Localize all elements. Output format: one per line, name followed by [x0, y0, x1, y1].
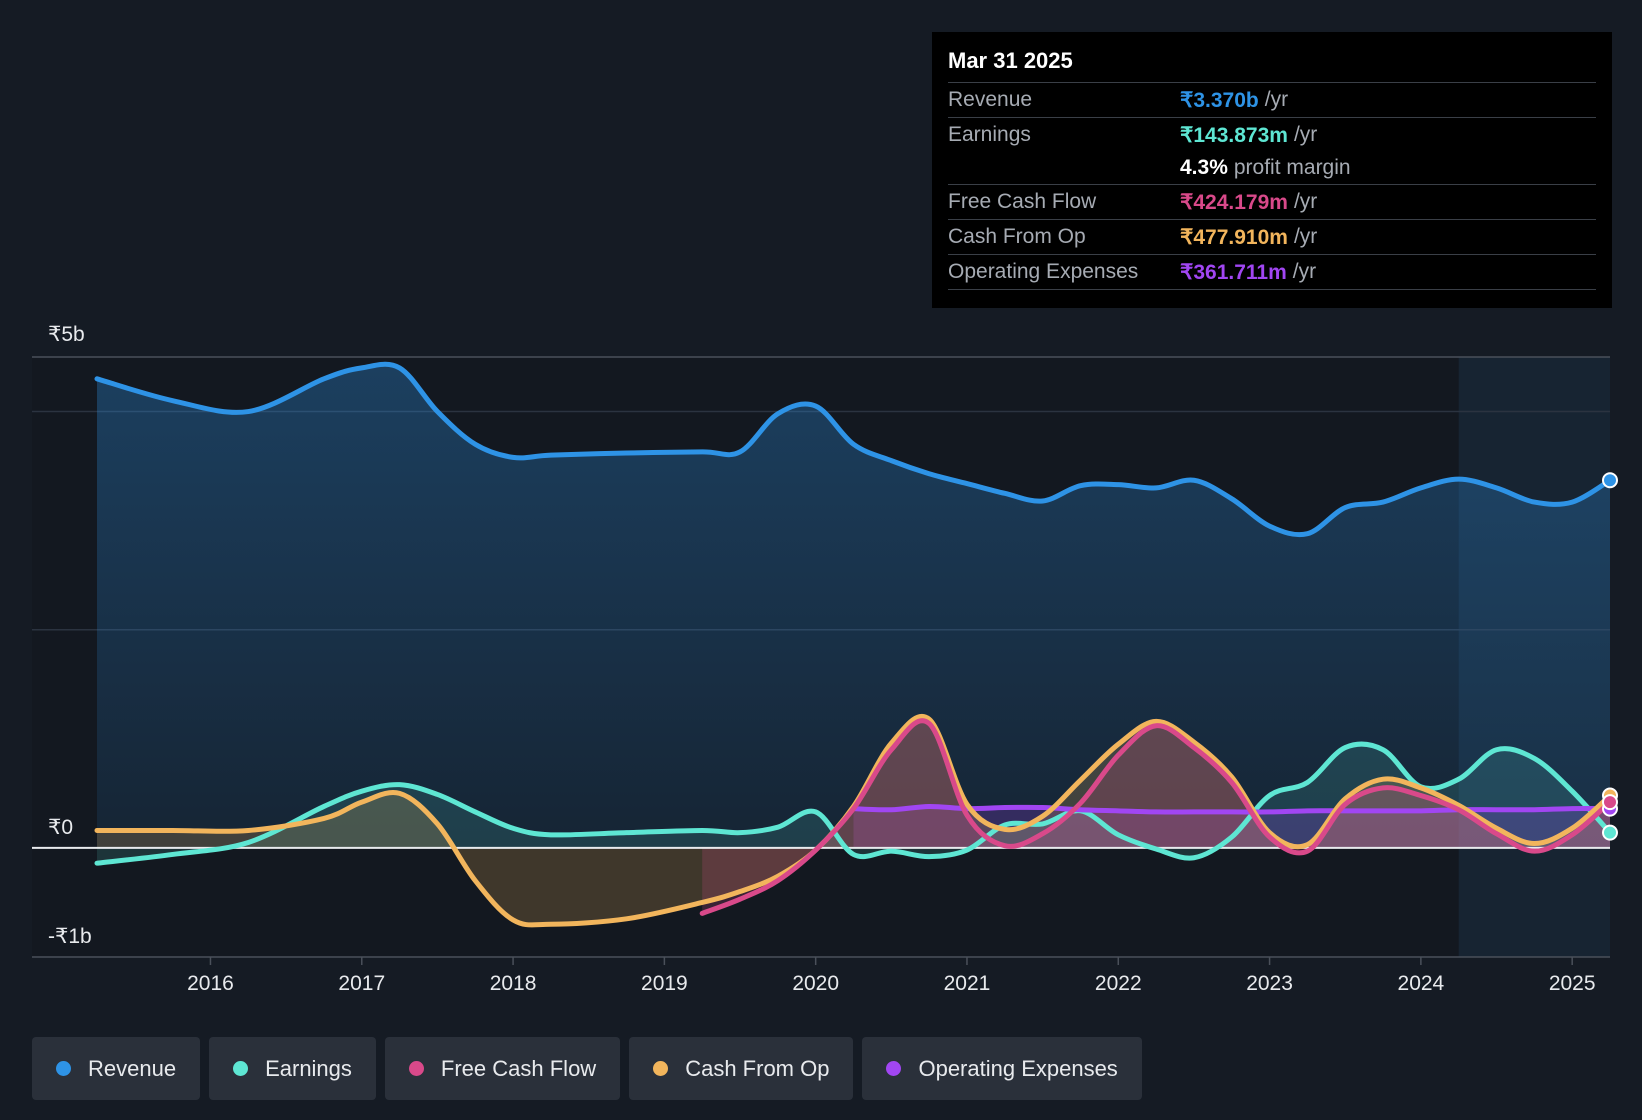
- tooltip-row-opex: Operating Expenses ₹361.711m /yr: [948, 255, 1596, 290]
- x-tick-label: 2017: [338, 972, 385, 995]
- fcf-dot-icon: [408, 1061, 424, 1076]
- tooltip-row-earnings: Earnings ₹143.873m /yr: [948, 118, 1596, 152]
- tooltip-label: Revenue: [948, 88, 1033, 111]
- tooltip-label: Earnings: [948, 123, 1031, 146]
- cfo-dot-icon: [653, 1061, 669, 1076]
- tooltip-unit: /yr: [1264, 88, 1289, 111]
- earnings-end-marker: [1602, 824, 1618, 841]
- opex-dot-icon: [886, 1061, 902, 1076]
- tooltip-label: Operating Expenses: [948, 260, 1139, 283]
- x-tick-label: 2023: [1246, 972, 1293, 995]
- revenue-dot-icon: [56, 1061, 71, 1076]
- tooltip-unit: profit margin: [1233, 156, 1351, 179]
- tooltip-unit: /yr: [1293, 190, 1318, 213]
- tooltip-row-fcf: Free Cash Flow ₹424.179m /yr: [948, 185, 1596, 220]
- fcf-end-marker: [1602, 794, 1618, 811]
- legend-label: Earnings: [265, 1055, 352, 1081]
- y-tick-label: ₹0: [48, 816, 73, 839]
- tooltip-value: ₹143.873m: [1180, 123, 1288, 147]
- legend-item-cfo[interactable]: Cash From Op: [629, 1037, 854, 1100]
- tooltip-panel: Mar 31 2025 Revenue ₹3.370b /yr Earnings…: [932, 32, 1612, 308]
- x-tick-label: 2019: [641, 972, 688, 995]
- tooltip-date: Mar 31 2025: [948, 46, 1596, 83]
- x-tick-label: 2024: [1398, 972, 1445, 995]
- x-tick-label: 2025: [1549, 972, 1596, 995]
- tooltip-row-profit-margin: 4.3% profit margin: [948, 152, 1596, 185]
- tooltip-value: ₹361.711m: [1180, 260, 1287, 284]
- tooltip-value: ₹477.910m: [1180, 225, 1288, 249]
- x-tick-label: 2018: [490, 972, 537, 995]
- legend-item-revenue[interactable]: Revenue: [32, 1037, 201, 1100]
- fcf-line: [699, 718, 1613, 916]
- x-tick-label: 2022: [1095, 972, 1142, 995]
- tooltip-value: ₹3.370b: [1180, 88, 1259, 112]
- legend-label: Operating Expenses: [918, 1055, 1118, 1081]
- tooltip-label: Free Cash Flow: [948, 190, 1097, 213]
- legend-label: Free Cash Flow: [440, 1055, 597, 1081]
- legend-item-opex[interactable]: Operating Expenses: [862, 1037, 1142, 1100]
- y-tick-label: ₹5b: [48, 323, 85, 346]
- tooltip-row-revenue: Revenue ₹3.370b /yr: [948, 83, 1596, 118]
- legend: Revenue Earnings Free Cash Flow Cash Fro…: [32, 1037, 1142, 1100]
- tooltip-value: 4.3%: [1180, 156, 1228, 179]
- earnings-dot-icon: [233, 1061, 249, 1076]
- earnings-line: [94, 741, 1613, 866]
- tooltip-row-cfo: Cash From Op ₹477.910m /yr: [948, 220, 1596, 255]
- tooltip-unit: /yr: [1293, 123, 1318, 146]
- legend-label: Cash From Op: [685, 1055, 830, 1081]
- revenue-line: [94, 361, 1613, 538]
- earnings-area: [97, 744, 1610, 864]
- opex-line: [851, 803, 1613, 815]
- tooltip-label: Cash From Op: [948, 225, 1086, 248]
- tooltip-unit: /yr: [1292, 260, 1317, 283]
- y-tick-label: -₹1b: [48, 925, 92, 948]
- legend-label: Revenue: [88, 1055, 177, 1081]
- revenue-area: [97, 364, 1610, 848]
- x-tick-label: 2021: [944, 972, 991, 995]
- x-tick-label: 2020: [792, 972, 839, 995]
- cfo-area: [97, 716, 1610, 925]
- legend-item-fcf[interactable]: Free Cash Flow: [384, 1037, 621, 1100]
- chart-canvas: ₹5b ₹0 -₹1b 2016 2017 2018 2019 2020 2021 2022 20…: [32, 323, 1618, 995]
- legend-item-earnings[interactable]: Earnings: [209, 1037, 376, 1100]
- x-tick-label: 2016: [187, 972, 234, 995]
- fcf-area: [702, 720, 1610, 914]
- tooltip-unit: /yr: [1293, 225, 1318, 248]
- revenue-end-marker: [1602, 472, 1618, 489]
- tooltip-value: ₹424.179m: [1180, 190, 1288, 214]
